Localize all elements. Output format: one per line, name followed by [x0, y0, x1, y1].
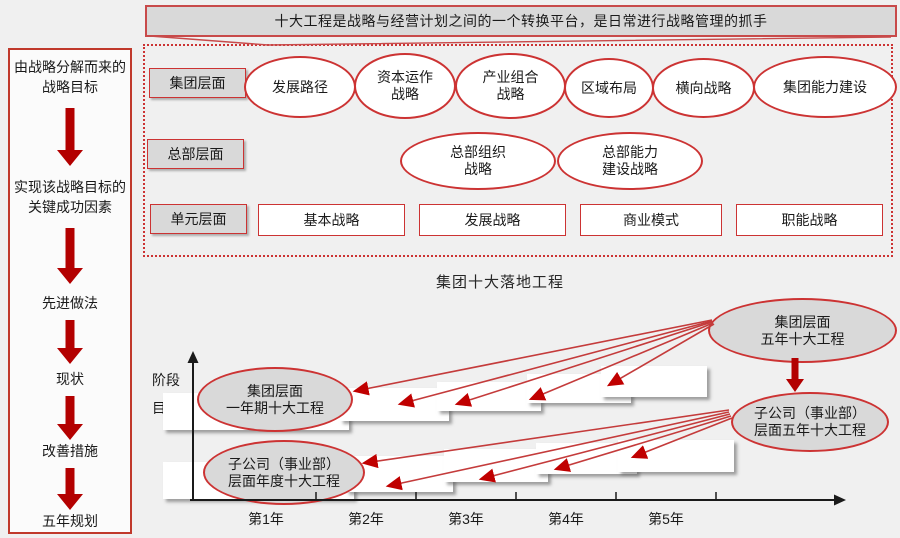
ellipse-capital-operation: 资本运作 战略: [354, 53, 456, 119]
x-tick-year1: 第1年: [248, 511, 284, 527]
flow-step-best-practice: 先进做法: [42, 295, 98, 311]
down-arrow-icon: [57, 468, 83, 510]
flow-step-strategic-goals: 由战略分解而来的战略目标: [14, 59, 126, 95]
x-tick-year2: 第2年: [348, 511, 384, 527]
callout-group-annual-projects: 集团层面 一年期十大工程: [197, 367, 353, 432]
x-tick-year4: 第4年: [548, 511, 584, 527]
flow-step-improvement-measures: 改善措施: [42, 443, 98, 459]
ellipse-development-path: 发展路径: [244, 56, 356, 118]
stair-step: [618, 440, 734, 472]
callout-subsidiary-5yr-projects: 子公司（事业部） 层面五年十大工程: [731, 392, 889, 452]
rect-business-model: 商业模式: [580, 204, 722, 236]
x-tick-year5: 第5年: [648, 511, 684, 527]
rect-functional-strategy: 职能战略: [736, 204, 883, 236]
rect-development-strategy: 发展战略: [419, 204, 566, 236]
down-arrow-icon: [57, 396, 83, 440]
chart-title: 集团十大落地工程: [435, 274, 564, 291]
callout-group-5yr-projects: 集团层面 五年十大工程: [708, 298, 897, 363]
left-flow-panel: 由战略分解而来的战略目标 实现该战略目标的关键成功因素 先进做法 现状 改善措施…: [8, 48, 132, 534]
ellipse-portfolio-strategy: 产业组合 战略: [455, 53, 566, 119]
down-arrow-icon: [57, 108, 83, 166]
callout-subsidiary-annual-projects: 子公司（事业部） 层面年度十大工程: [203, 440, 365, 505]
x-tick-year3: 第3年: [448, 511, 484, 527]
banner-title: 十大工程是战略与经营计划之间的一个转换平台，是日常进行战略管理的抓手: [145, 5, 897, 37]
flow-step-current-state: 现状: [56, 371, 84, 387]
row-label-hq-level: 总部层面: [147, 139, 244, 169]
flow-step-key-success-factors: 实现该战略目标的关键成功因素: [14, 179, 126, 215]
stair-step: [444, 449, 548, 482]
rect-basic-strategy: 基本战略: [258, 204, 405, 236]
ellipse-regional-layout: 区域布局: [564, 58, 654, 118]
row-label-unit-level: 单元层面: [150, 204, 247, 234]
stair-step: [437, 382, 541, 411]
x-axis-arrowhead: [834, 494, 846, 506]
ellipse-hq-capability-strategy: 总部能力 建设战略: [557, 132, 703, 190]
ellipse-hq-organization-strategy: 总部组织 战略: [400, 132, 556, 190]
ellipse-group-capability: 集团能力建设: [753, 56, 897, 118]
stair-step: [601, 366, 707, 397]
row-label-group-level: 集团层面: [149, 68, 246, 98]
down-arrow-icon: [57, 320, 83, 364]
stair-step: [340, 388, 449, 421]
flow-step-five-year-plan: 五年规划: [42, 513, 98, 529]
y-axis-label-line1: 阶段: [152, 372, 180, 388]
down-arrow-between-callouts: [786, 358, 804, 392]
y-axis-arrowhead: [187, 351, 199, 363]
down-arrow-icon: [57, 228, 83, 284]
ellipse-horizontal-strategy: 横向战略: [652, 58, 755, 118]
